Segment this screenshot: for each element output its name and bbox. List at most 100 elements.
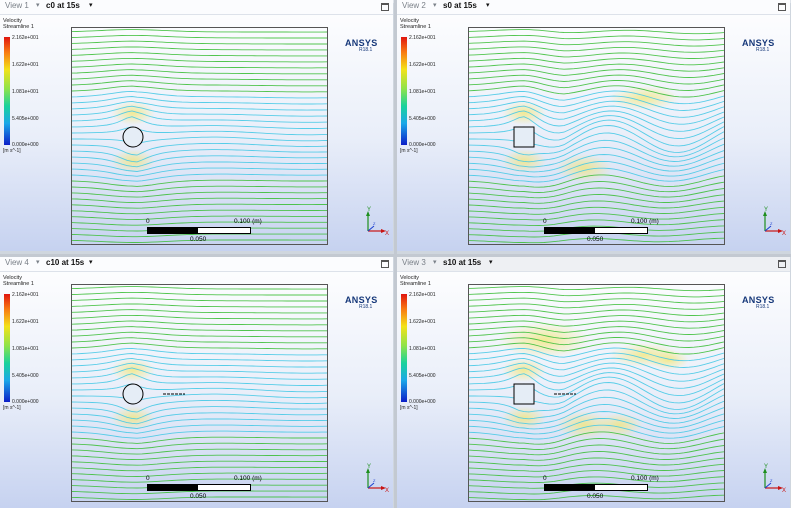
view-name-chevron-icon[interactable]: ▾ bbox=[36, 2, 40, 9]
scale-mid-label: 0.050 bbox=[190, 236, 207, 243]
legend-unit: [m s^-1] bbox=[3, 405, 21, 411]
view-name-dropdown[interactable]: View 2 bbox=[402, 1, 426, 10]
legend-tick: 1.081e+001 bbox=[12, 89, 39, 95]
triad-y-label: Y bbox=[367, 464, 371, 470]
legend-tick: 5.405e+000 bbox=[12, 116, 39, 122]
triad-z-label: Z bbox=[373, 221, 376, 226]
maximize-icon[interactable] bbox=[381, 260, 389, 268]
ansys-version: R18.1 bbox=[359, 304, 373, 310]
legend-unit: [m s^-1] bbox=[3, 148, 21, 154]
view-title-dropdown[interactable]: c10 at 15s bbox=[46, 258, 85, 267]
scale-max-label: 0.100 (m) bbox=[234, 218, 262, 225]
triad-x-label: X bbox=[782, 488, 786, 494]
triad-x-label: X bbox=[385, 488, 389, 494]
colorbar bbox=[4, 294, 10, 402]
legend-tick: 5.405e+000 bbox=[409, 116, 436, 122]
viewport-v3[interactable]: View 3 ▾ s10 at 15s ▾ Velocity Streamlin… bbox=[397, 257, 790, 508]
viewport-v1[interactable]: View 1 ▾ c0 at 15s ▾ Velocity Streamline… bbox=[0, 0, 393, 251]
legend-tick: 1.622e+001 bbox=[12, 62, 39, 68]
scale-mid-label: 0.050 bbox=[190, 493, 207, 500]
legend-tick-max: 2.162e+001 bbox=[12, 35, 39, 41]
maximize-icon[interactable] bbox=[381, 3, 389, 11]
legend-tick: 1.081e+001 bbox=[409, 346, 436, 352]
ansys-logo: ANSYS bbox=[742, 295, 775, 305]
legend-object: Streamline 1 bbox=[400, 24, 431, 30]
legend-tick-max: 2.162e+001 bbox=[409, 292, 436, 298]
legend-object: Streamline 1 bbox=[3, 24, 34, 30]
scale-zero-label: 0 bbox=[543, 218, 547, 225]
ansys-version: R18.1 bbox=[756, 47, 770, 53]
scale-bar bbox=[544, 484, 648, 491]
scale-mid-label: 0.050 bbox=[587, 493, 604, 500]
legend-tick: 1.081e+001 bbox=[409, 89, 436, 95]
view-title-chevron-icon[interactable]: ▾ bbox=[486, 2, 490, 9]
ansys-logo: ANSYS bbox=[742, 38, 775, 48]
viewport-header: View 4 ▾ c10 at 15s ▾ bbox=[0, 257, 393, 272]
viewport-header: View 1 ▾ c0 at 15s ▾ bbox=[0, 0, 393, 15]
legend-title: Velocity Streamline 1 bbox=[400, 18, 431, 30]
scale-max-label: 0.100 (m) bbox=[631, 475, 659, 482]
scale-mid-label: 0.050 bbox=[587, 236, 604, 243]
legend-tick: 5.405e+000 bbox=[409, 373, 436, 379]
legend-tick: 5.405e+000 bbox=[12, 373, 39, 379]
flow-domain[interactable] bbox=[468, 27, 725, 245]
scale-max-label: 0.100 (m) bbox=[631, 218, 659, 225]
view-name-chevron-icon[interactable]: ▾ bbox=[36, 259, 40, 266]
triad-x-label: X bbox=[385, 231, 389, 237]
legend-tick: 1.622e+001 bbox=[409, 62, 436, 68]
legend-title: Velocity Streamline 1 bbox=[400, 275, 431, 287]
viewport-v4[interactable]: View 4 ▾ c10 at 15s ▾ Velocity Streamlin… bbox=[0, 257, 393, 508]
legend-tick-max: 2.162e+001 bbox=[409, 35, 436, 41]
view-name-dropdown[interactable]: View 1 bbox=[5, 1, 29, 10]
axis-triad-icon: Y X Z bbox=[763, 207, 786, 237]
flow-domain[interactable] bbox=[71, 284, 328, 502]
view-name-dropdown[interactable]: View 3 bbox=[402, 258, 426, 267]
ansys-logo: ANSYS bbox=[345, 38, 378, 48]
view-title-dropdown[interactable]: s0 at 15s bbox=[443, 1, 477, 10]
view-title-dropdown[interactable]: s10 at 15s bbox=[443, 258, 482, 267]
flow-domain[interactable] bbox=[71, 27, 328, 245]
flow-domain[interactable] bbox=[468, 284, 725, 502]
legend-tick-min: 0.000e+000 bbox=[12, 142, 39, 148]
triad-z-label: Z bbox=[770, 478, 773, 483]
legend-object: Streamline 1 bbox=[400, 281, 431, 287]
view-title-chevron-icon[interactable]: ▾ bbox=[89, 259, 93, 266]
triad-z-label: Z bbox=[373, 478, 376, 483]
legend-title: Velocity Streamline 1 bbox=[3, 275, 34, 287]
legend-unit: [m s^-1] bbox=[400, 148, 418, 154]
view-name-chevron-icon[interactable]: ▾ bbox=[433, 259, 437, 266]
scale-zero-label: 0 bbox=[146, 218, 150, 225]
triad-y-label: Y bbox=[764, 207, 768, 213]
streamline-plot bbox=[469, 286, 724, 501]
axis-triad-icon: Y X Z bbox=[763, 464, 786, 494]
triad-z-label: Z bbox=[770, 221, 773, 226]
scale-bar bbox=[147, 484, 251, 491]
horizontal-splitter[interactable] bbox=[0, 254, 791, 257]
maximize-icon[interactable] bbox=[778, 260, 786, 268]
view-title-chevron-icon[interactable]: ▾ bbox=[89, 2, 93, 9]
legend-tick-min: 0.000e+000 bbox=[409, 399, 436, 405]
view-title-dropdown[interactable]: c0 at 15s bbox=[46, 1, 80, 10]
legend-tick: 1.622e+001 bbox=[409, 319, 436, 325]
legend-title: Velocity Streamline 1 bbox=[3, 18, 34, 30]
legend-unit: [m s^-1] bbox=[400, 405, 418, 411]
triad-x-label: X bbox=[782, 231, 786, 237]
legend-variable: Velocity bbox=[3, 275, 22, 281]
scale-zero-label: 0 bbox=[543, 475, 547, 482]
view-name-chevron-icon[interactable]: ▾ bbox=[433, 2, 437, 9]
view-name-dropdown[interactable]: View 4 bbox=[5, 258, 29, 267]
scale-max-label: 0.100 (m) bbox=[234, 475, 262, 482]
axis-triad-icon: Y X Z bbox=[366, 464, 389, 494]
legend-variable: Velocity bbox=[400, 18, 419, 24]
scale-bar bbox=[544, 227, 648, 234]
legend-tick-min: 0.000e+000 bbox=[409, 142, 436, 148]
viewport-header: View 3 ▾ s10 at 15s ▾ bbox=[397, 257, 790, 272]
view-title-chevron-icon[interactable]: ▾ bbox=[489, 259, 493, 266]
legend-variable: Velocity bbox=[400, 275, 419, 281]
legend-tick: 1.081e+001 bbox=[12, 346, 39, 352]
viewport-v2[interactable]: View 2 ▾ s0 at 15s ▾ Velocity Streamline… bbox=[397, 0, 790, 251]
ansys-version: R18.1 bbox=[756, 304, 770, 310]
legend-tick: 1.622e+001 bbox=[12, 319, 39, 325]
streamline-plot bbox=[72, 29, 327, 243]
maximize-icon[interactable] bbox=[778, 3, 786, 11]
